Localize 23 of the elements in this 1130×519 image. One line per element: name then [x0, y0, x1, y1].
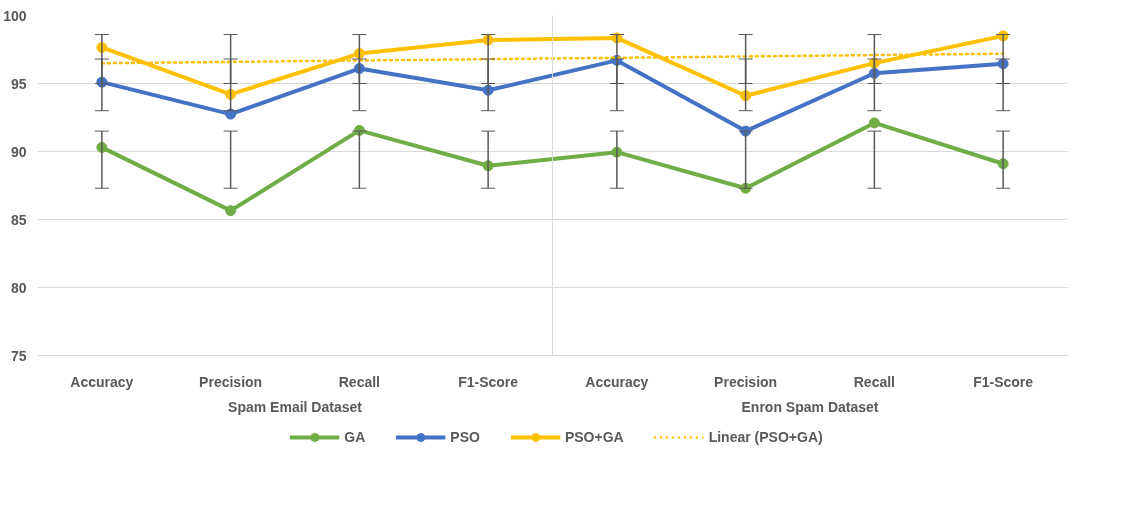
- legend-label: Linear (PSO+GA): [708, 429, 823, 445]
- x-tick-label: Precision: [714, 373, 778, 390]
- y-tick-label: 75: [10, 347, 27, 364]
- x-tick-label: F1-Score: [458, 373, 519, 390]
- legend-label: PSO: [450, 429, 480, 445]
- text: Enron Spam Dataset: [741, 398, 879, 415]
- y-tick-label: 100: [3, 7, 27, 24]
- y-tick-label: 95: [10, 75, 27, 92]
- y-tick-label: 90: [10, 143, 27, 160]
- x-tick-label: Accuracy: [70, 373, 134, 390]
- x-tick-label: Precision: [199, 373, 263, 390]
- y-tick-label: 85: [10, 211, 27, 228]
- y-tick-label: 80: [10, 279, 27, 296]
- text: Spam Email Dataset: [228, 398, 363, 415]
- point: [225, 108, 237, 120]
- point: [225, 205, 237, 217]
- point: [868, 117, 880, 129]
- x-tick-label: Recall: [338, 373, 380, 390]
- x-tick-label: F1-Score: [973, 373, 1034, 390]
- legend-label: PSO+GA: [564, 429, 624, 445]
- legend-label: GA: [344, 429, 366, 445]
- x-tick-label: Accuracy: [585, 373, 649, 390]
- x-tick-label: Recall: [853, 373, 895, 390]
